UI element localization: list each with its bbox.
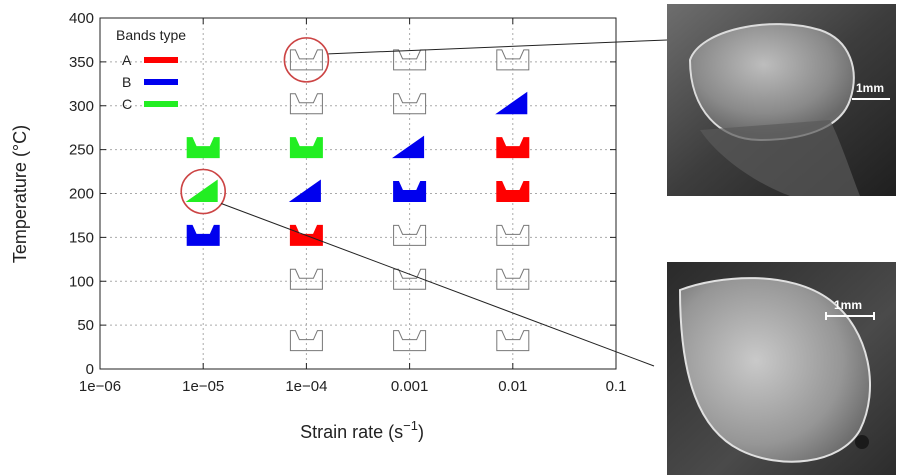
legend-label: C — [122, 96, 132, 112]
x-tick-label: 0.001 — [391, 378, 429, 395]
marker-cup — [393, 181, 427, 202]
marker-slant — [185, 179, 218, 202]
y-tick-label: 50 — [77, 317, 94, 334]
marker-cup — [289, 93, 323, 115]
x-tick-label: 1e−04 — [285, 378, 327, 395]
x-tick-label: 0.01 — [498, 378, 527, 395]
y-tick-label: 0 — [86, 361, 94, 378]
x-tick-label: 1e−06 — [79, 378, 121, 395]
y-tick-label: 200 — [69, 186, 94, 203]
marker-cup — [393, 224, 427, 246]
marker-cup — [496, 49, 530, 71]
photo-bottom-defect — [855, 435, 869, 449]
marker-cup — [393, 268, 427, 290]
y-tick-label: 150 — [69, 229, 94, 246]
legend-title: Bands type — [116, 27, 186, 43]
sem-photo-bottom: 1mm — [667, 262, 896, 475]
plot-frame — [99, 17, 617, 370]
legend-label: A — [122, 52, 132, 68]
callouts — [180, 37, 668, 367]
photo-bottom-fracture-surface — [678, 277, 871, 463]
scale-label-bottom: 1mm — [834, 298, 862, 312]
y-tick-label: 100 — [69, 273, 94, 290]
legend-label: B — [122, 74, 131, 90]
marker-cup — [496, 330, 530, 352]
x-axis-label-text: Strain rate (s — [300, 422, 403, 442]
scale-label-top: 1mm — [856, 81, 884, 95]
y-tick-label: 300 — [69, 98, 94, 115]
callout-line — [328, 39, 668, 55]
x-axis-label: Strain rate (s−1) — [300, 418, 424, 442]
callout-circle — [180, 168, 226, 215]
x-axis-label-close: ) — [418, 422, 424, 442]
legend: Bands type ABC — [116, 27, 186, 112]
marker-cup — [393, 93, 427, 115]
marker-cup — [496, 181, 530, 202]
callout-circle — [283, 37, 330, 83]
y-tick-label: 350 — [69, 54, 94, 71]
x-tick-label: 1e−05 — [182, 378, 224, 395]
marker-cup — [496, 224, 530, 246]
x-axis-ticks: 1e−06 1e−05 1e−04 0.001 0.01 0.1 — [79, 18, 627, 395]
marker-cup — [186, 224, 220, 246]
markers — [185, 49, 530, 352]
y-tick-label: 400 — [69, 10, 94, 27]
marker-cup — [289, 268, 323, 290]
callout-line — [221, 203, 655, 367]
marker-slant — [288, 179, 321, 202]
marker-cup — [393, 330, 427, 352]
y-tick-label: 250 — [69, 142, 94, 159]
photo-top-specimen-body — [700, 120, 860, 196]
marker-cup — [289, 137, 323, 159]
x-axis-label-sup: −1 — [403, 418, 418, 433]
marker-slant — [495, 91, 528, 115]
marker-cup — [186, 137, 220, 159]
marker-cup — [496, 268, 530, 290]
y-axis-ticks: 0 50 100 150 200 250 300 350 400 — [69, 10, 616, 378]
marker-slant — [392, 135, 425, 159]
sem-photo-top: 1mm — [667, 4, 896, 196]
grid — [100, 18, 616, 369]
y-axis-label: Temperature (°C) — [10, 125, 30, 263]
marker-cup — [289, 330, 323, 352]
x-tick-label: 0.1 — [606, 378, 627, 395]
marker-cup — [289, 49, 323, 71]
marker-cup — [496, 137, 530, 159]
